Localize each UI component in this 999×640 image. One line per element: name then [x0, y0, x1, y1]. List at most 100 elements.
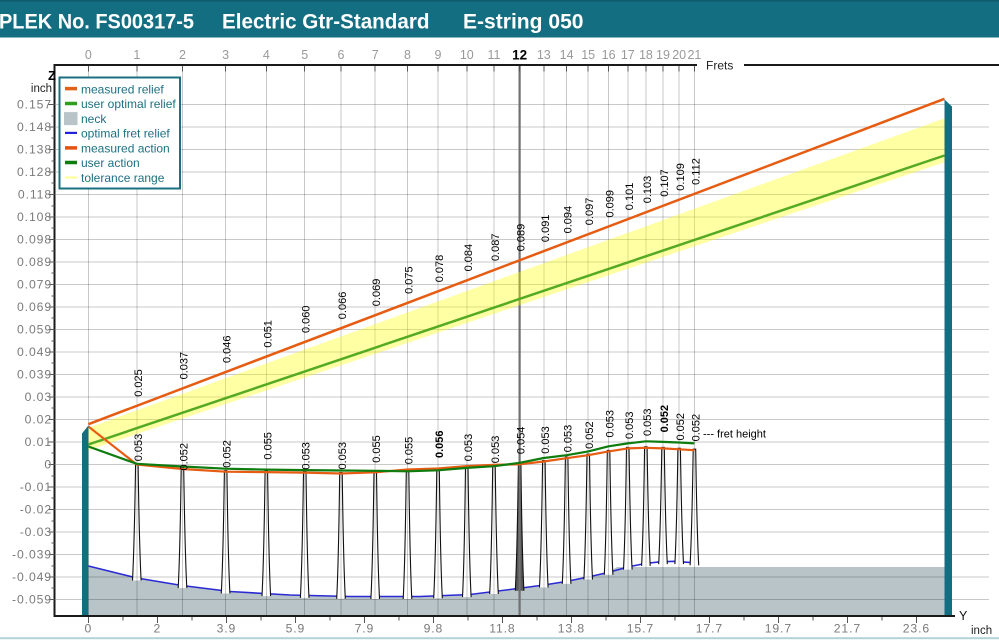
svg-text:0.053: 0.053 — [490, 436, 502, 464]
svg-text:15.7: 15.7 — [627, 622, 654, 636]
svg-text:13: 13 — [537, 48, 551, 62]
svg-text:inch: inch — [31, 83, 52, 95]
svg-text:0.053: 0.053 — [337, 442, 349, 470]
svg-text:0.157: 0.157 — [17, 98, 52, 112]
svg-text:0.099: 0.099 — [605, 190, 617, 218]
svg-text:17.7: 17.7 — [696, 622, 723, 636]
svg-text:9.8: 9.8 — [424, 622, 444, 636]
svg-text:0.055: 0.055 — [262, 432, 274, 460]
svg-text:8: 8 — [404, 48, 411, 62]
svg-text:0.054: 0.054 — [516, 427, 528, 455]
svg-text:0: 0 — [85, 622, 93, 636]
svg-text:19: 19 — [656, 48, 670, 62]
svg-text:0.107: 0.107 — [659, 169, 671, 197]
svg-text:21: 21 — [687, 48, 701, 62]
svg-text:0.053: 0.053 — [301, 442, 313, 470]
svg-text:-0.039: -0.039 — [12, 548, 52, 562]
svg-text:neck: neck — [81, 112, 107, 126]
svg-text:0.060: 0.060 — [301, 305, 313, 333]
svg-text:0.053: 0.053 — [133, 434, 145, 462]
svg-text:0.091: 0.091 — [540, 215, 552, 243]
svg-text:0.087: 0.087 — [490, 233, 502, 261]
svg-text:0.069: 0.069 — [17, 300, 52, 314]
svg-text:0.049: 0.049 — [17, 345, 52, 359]
svg-text:0.053: 0.053 — [463, 434, 475, 462]
svg-text:18: 18 — [639, 48, 653, 62]
svg-text:0.103: 0.103 — [642, 176, 654, 204]
svg-text:0.02: 0.02 — [25, 413, 52, 427]
svg-text:7.9: 7.9 — [355, 622, 375, 636]
svg-text:Y: Y — [959, 609, 968, 623]
svg-text:0.056: 0.056 — [434, 430, 446, 458]
svg-text:user optimal relief: user optimal relief — [81, 97, 176, 111]
svg-text:2: 2 — [154, 622, 162, 636]
svg-text:15: 15 — [581, 48, 595, 62]
svg-text:0.037: 0.037 — [179, 352, 191, 380]
svg-text:10: 10 — [460, 48, 474, 62]
svg-text:0.053: 0.053 — [624, 411, 636, 439]
svg-text:3.9: 3.9 — [217, 622, 237, 636]
svg-text:0.053: 0.053 — [563, 425, 575, 453]
svg-text:23.6: 23.6 — [903, 622, 930, 636]
svg-text:0.108: 0.108 — [17, 210, 52, 224]
svg-text:0.055: 0.055 — [404, 437, 416, 465]
svg-text:21.7: 21.7 — [834, 622, 861, 636]
svg-text:optimal fret relief: optimal fret relief — [81, 127, 170, 141]
svg-text:Frets: Frets — [706, 59, 733, 73]
svg-text:12: 12 — [512, 48, 527, 63]
svg-text:0.066: 0.066 — [337, 292, 349, 320]
svg-text:Electric Gtr-Standard: Electric Gtr-Standard — [222, 11, 430, 34]
svg-text:0.055: 0.055 — [371, 435, 383, 463]
svg-text:0.138: 0.138 — [17, 143, 52, 157]
svg-text:measured relief: measured relief — [81, 82, 164, 96]
svg-text:0.089: 0.089 — [17, 255, 52, 269]
svg-text:0.128: 0.128 — [17, 165, 52, 179]
svg-text:0.053: 0.053 — [540, 426, 552, 454]
svg-text:0.148: 0.148 — [17, 120, 52, 134]
svg-text:0.098: 0.098 — [17, 233, 52, 247]
svg-text:9: 9 — [435, 48, 442, 62]
svg-text:0.052: 0.052 — [675, 413, 687, 441]
svg-text:3: 3 — [222, 48, 229, 62]
svg-text:0.052: 0.052 — [222, 440, 234, 468]
svg-text:-0.049: -0.049 — [12, 570, 52, 584]
svg-text:0.112: 0.112 — [690, 158, 702, 185]
svg-text:0.01: 0.01 — [25, 435, 52, 449]
svg-text:0.101: 0.101 — [624, 183, 636, 211]
svg-text:0.094: 0.094 — [563, 206, 575, 234]
svg-text:6: 6 — [338, 48, 345, 62]
svg-text:0.075: 0.075 — [404, 266, 416, 294]
svg-text:0.079: 0.079 — [17, 278, 52, 292]
svg-text:17: 17 — [621, 48, 635, 62]
svg-text:--- fret height: --- fret height — [703, 429, 766, 441]
svg-text:11: 11 — [488, 48, 501, 62]
svg-text:16: 16 — [602, 48, 616, 62]
svg-text:0.051: 0.051 — [262, 320, 274, 348]
svg-text:0.078: 0.078 — [434, 255, 446, 283]
svg-text:0.053: 0.053 — [642, 408, 654, 436]
svg-text:0.052: 0.052 — [179, 443, 191, 471]
svg-text:0.025: 0.025 — [133, 369, 145, 397]
svg-text:PLEK No. FS00317-5: PLEK No. FS00317-5 — [0, 11, 194, 34]
svg-text:0.097: 0.097 — [584, 198, 596, 226]
svg-text:0.059: 0.059 — [17, 323, 52, 337]
svg-text:-0.01: -0.01 — [20, 480, 52, 494]
svg-text:tolerance range: tolerance range — [81, 171, 165, 185]
svg-text:0.109: 0.109 — [675, 163, 687, 191]
svg-text:13.8: 13.8 — [558, 622, 585, 636]
svg-text:0: 0 — [85, 48, 92, 62]
svg-text:0.084: 0.084 — [463, 244, 475, 272]
svg-text:0: 0 — [44, 458, 52, 472]
svg-text:-0.02: -0.02 — [20, 503, 52, 517]
svg-text:0.053: 0.053 — [605, 410, 617, 438]
svg-text:11.8: 11.8 — [489, 622, 515, 636]
svg-text:5: 5 — [301, 48, 308, 62]
svg-text:7: 7 — [372, 48, 379, 62]
svg-text:-0.03: -0.03 — [20, 525, 52, 539]
svg-text:0.089: 0.089 — [516, 224, 528, 252]
svg-text:0.118: 0.118 — [18, 188, 52, 202]
svg-text:19.7: 19.7 — [765, 622, 792, 636]
svg-text:inch: inch — [971, 625, 992, 637]
svg-text:1: 1 — [133, 48, 140, 62]
svg-text:0.03: 0.03 — [25, 390, 52, 404]
